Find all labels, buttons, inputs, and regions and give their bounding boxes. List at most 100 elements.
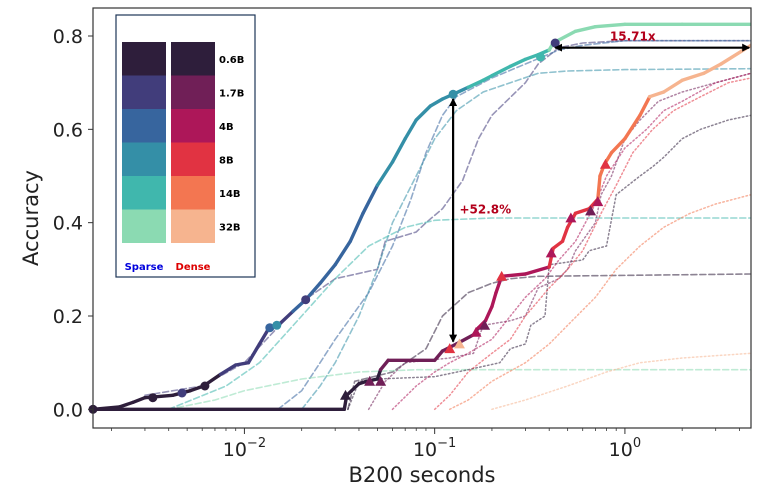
sparse-frontier-segment [466,78,485,90]
legend-swatch-sparse [122,142,166,176]
sparse-frontier-segment [593,22,627,29]
sparse-series-8b [300,67,751,411]
sparse-frontier-segment [428,97,445,108]
legend-size-label: 4B [219,122,234,133]
dense-frontier-marker [592,196,604,207]
speedup-label: 15.71x [610,30,656,44]
model-series [144,39,751,411]
legend-size-label: 32B [219,222,241,233]
sparse-frontier-segment [117,400,135,409]
sparse-frontier-marker [177,388,187,398]
sparse-frontier-segment [348,211,365,244]
sparse-series-32b [167,368,751,411]
dense-frontier-segment [433,349,445,362]
y-tick-label: 0.2 [53,306,83,328]
sparse-series-14b [167,217,751,411]
legend-dense-label: Dense [176,262,211,273]
sparse-frontier-segment [490,64,513,78]
dense-series-4b [391,72,751,411]
dense-frontier-marker [479,319,491,330]
sparse-frontier-marker [301,295,311,305]
dense-frontier-segment [523,265,551,276]
sparse-frontier-segment [218,363,238,376]
y-tick-label: 0.8 [53,26,83,48]
dense-frontier-marker [599,158,611,169]
dense-frontier-marker [444,343,456,354]
legend-size-label: 14B [219,189,241,200]
y-tick-label: 0.4 [53,213,83,235]
x-tick-label: 10−2 [223,436,266,461]
dense-series-8b [433,77,751,411]
dense-frontier-marker [585,205,597,216]
dense-frontier-segment [500,272,528,278]
legend-swatch-dense [171,109,215,143]
dense-frontier-marker [470,326,482,337]
dense-frontier-segment [648,90,666,99]
legend-swatch-sparse [122,209,166,243]
legend-swatch-dense [171,142,215,176]
legend-swatch-sparse [122,176,166,210]
dense-frontier-segment [702,62,723,76]
sparse-frontier-segment [246,342,262,365]
annotations: +52.8% 15.71x [449,30,751,343]
sparse-frontier-segment [278,309,295,325]
sparse-frontier-segment [523,53,540,61]
dense-frontier-segment [662,78,684,94]
sparse-frontier-segment [361,183,380,216]
legend-swatch-sparse [122,75,166,109]
dense-frontier-marker [565,212,577,223]
legend-size-label: 8B [219,155,234,166]
legend-sparse-label: Sparse [125,262,164,273]
y-axis-ticks: 0.0 0.2 0.4 0.6 0.8 [53,26,93,421]
sparse-frontier-segment [508,57,528,69]
sparse-frontier-segment [403,118,418,141]
y-tick-label: 0.6 [53,119,83,141]
dense-frontier-segment [378,358,390,372]
frontier-markers [88,38,611,414]
y-axis-label: Accuracy [19,170,43,266]
dense-frontier-marker [453,338,465,349]
dense-frontier-segment [483,305,494,323]
plot-frame [92,7,752,429]
dense-frontier-segment [596,174,602,202]
sparse-frontier-segment [318,263,337,285]
dense-frontier-segment [490,291,498,309]
sparse-frontier-segment [131,396,147,404]
sparse-frontier-marker [265,323,275,333]
sparse-frontier-marker [200,381,210,391]
sparse-frontier-marker [272,320,282,330]
accuracy-gain-label: +52.8% [459,202,511,216]
dense-frontier-segment [680,71,706,83]
legend-swatch-dense [171,176,215,210]
dense-frontier-marker [545,247,557,258]
y-tick-label: 0.0 [53,399,83,421]
legend-swatch-sparse [122,109,166,143]
dense-frontier-segment [609,136,627,155]
dense-frontier-marker [340,389,352,400]
sparse-frontier-segment [573,25,598,33]
dense-series-14b [448,193,751,411]
dense-series-1-7b [367,72,751,411]
legend-swatch-sparse [122,42,166,76]
sparse-frontier-marker [148,393,158,403]
dense-frontier-marker [364,375,376,386]
dense-frontier-marker [375,375,387,386]
sparse-frontier-segment [414,104,433,122]
sparse-frontier-segment [375,160,395,188]
dense-frontier-marker [496,270,508,281]
legend: 0.6B 1.7B 4B 8B 14B 32B Sparse Dense [115,14,256,278]
dense-frontier-segment [345,382,361,397]
legend-size-label: 0.6B [219,55,244,66]
sparse-frontier-marker [550,38,560,48]
legend-size-label: 1.7B [219,88,244,99]
legend-swatch-dense [171,209,215,243]
dense-frontier [93,43,751,411]
dense-frontier-segment [638,94,652,118]
legend-swatch-dense [171,75,215,109]
sparse-frontier-marker [448,89,458,99]
x-axis-label: B200 seconds [349,463,496,487]
dense-frontier-segment [560,225,570,244]
dense-frontier-segment [623,113,642,141]
sparse-frontier-segment [333,239,352,267]
